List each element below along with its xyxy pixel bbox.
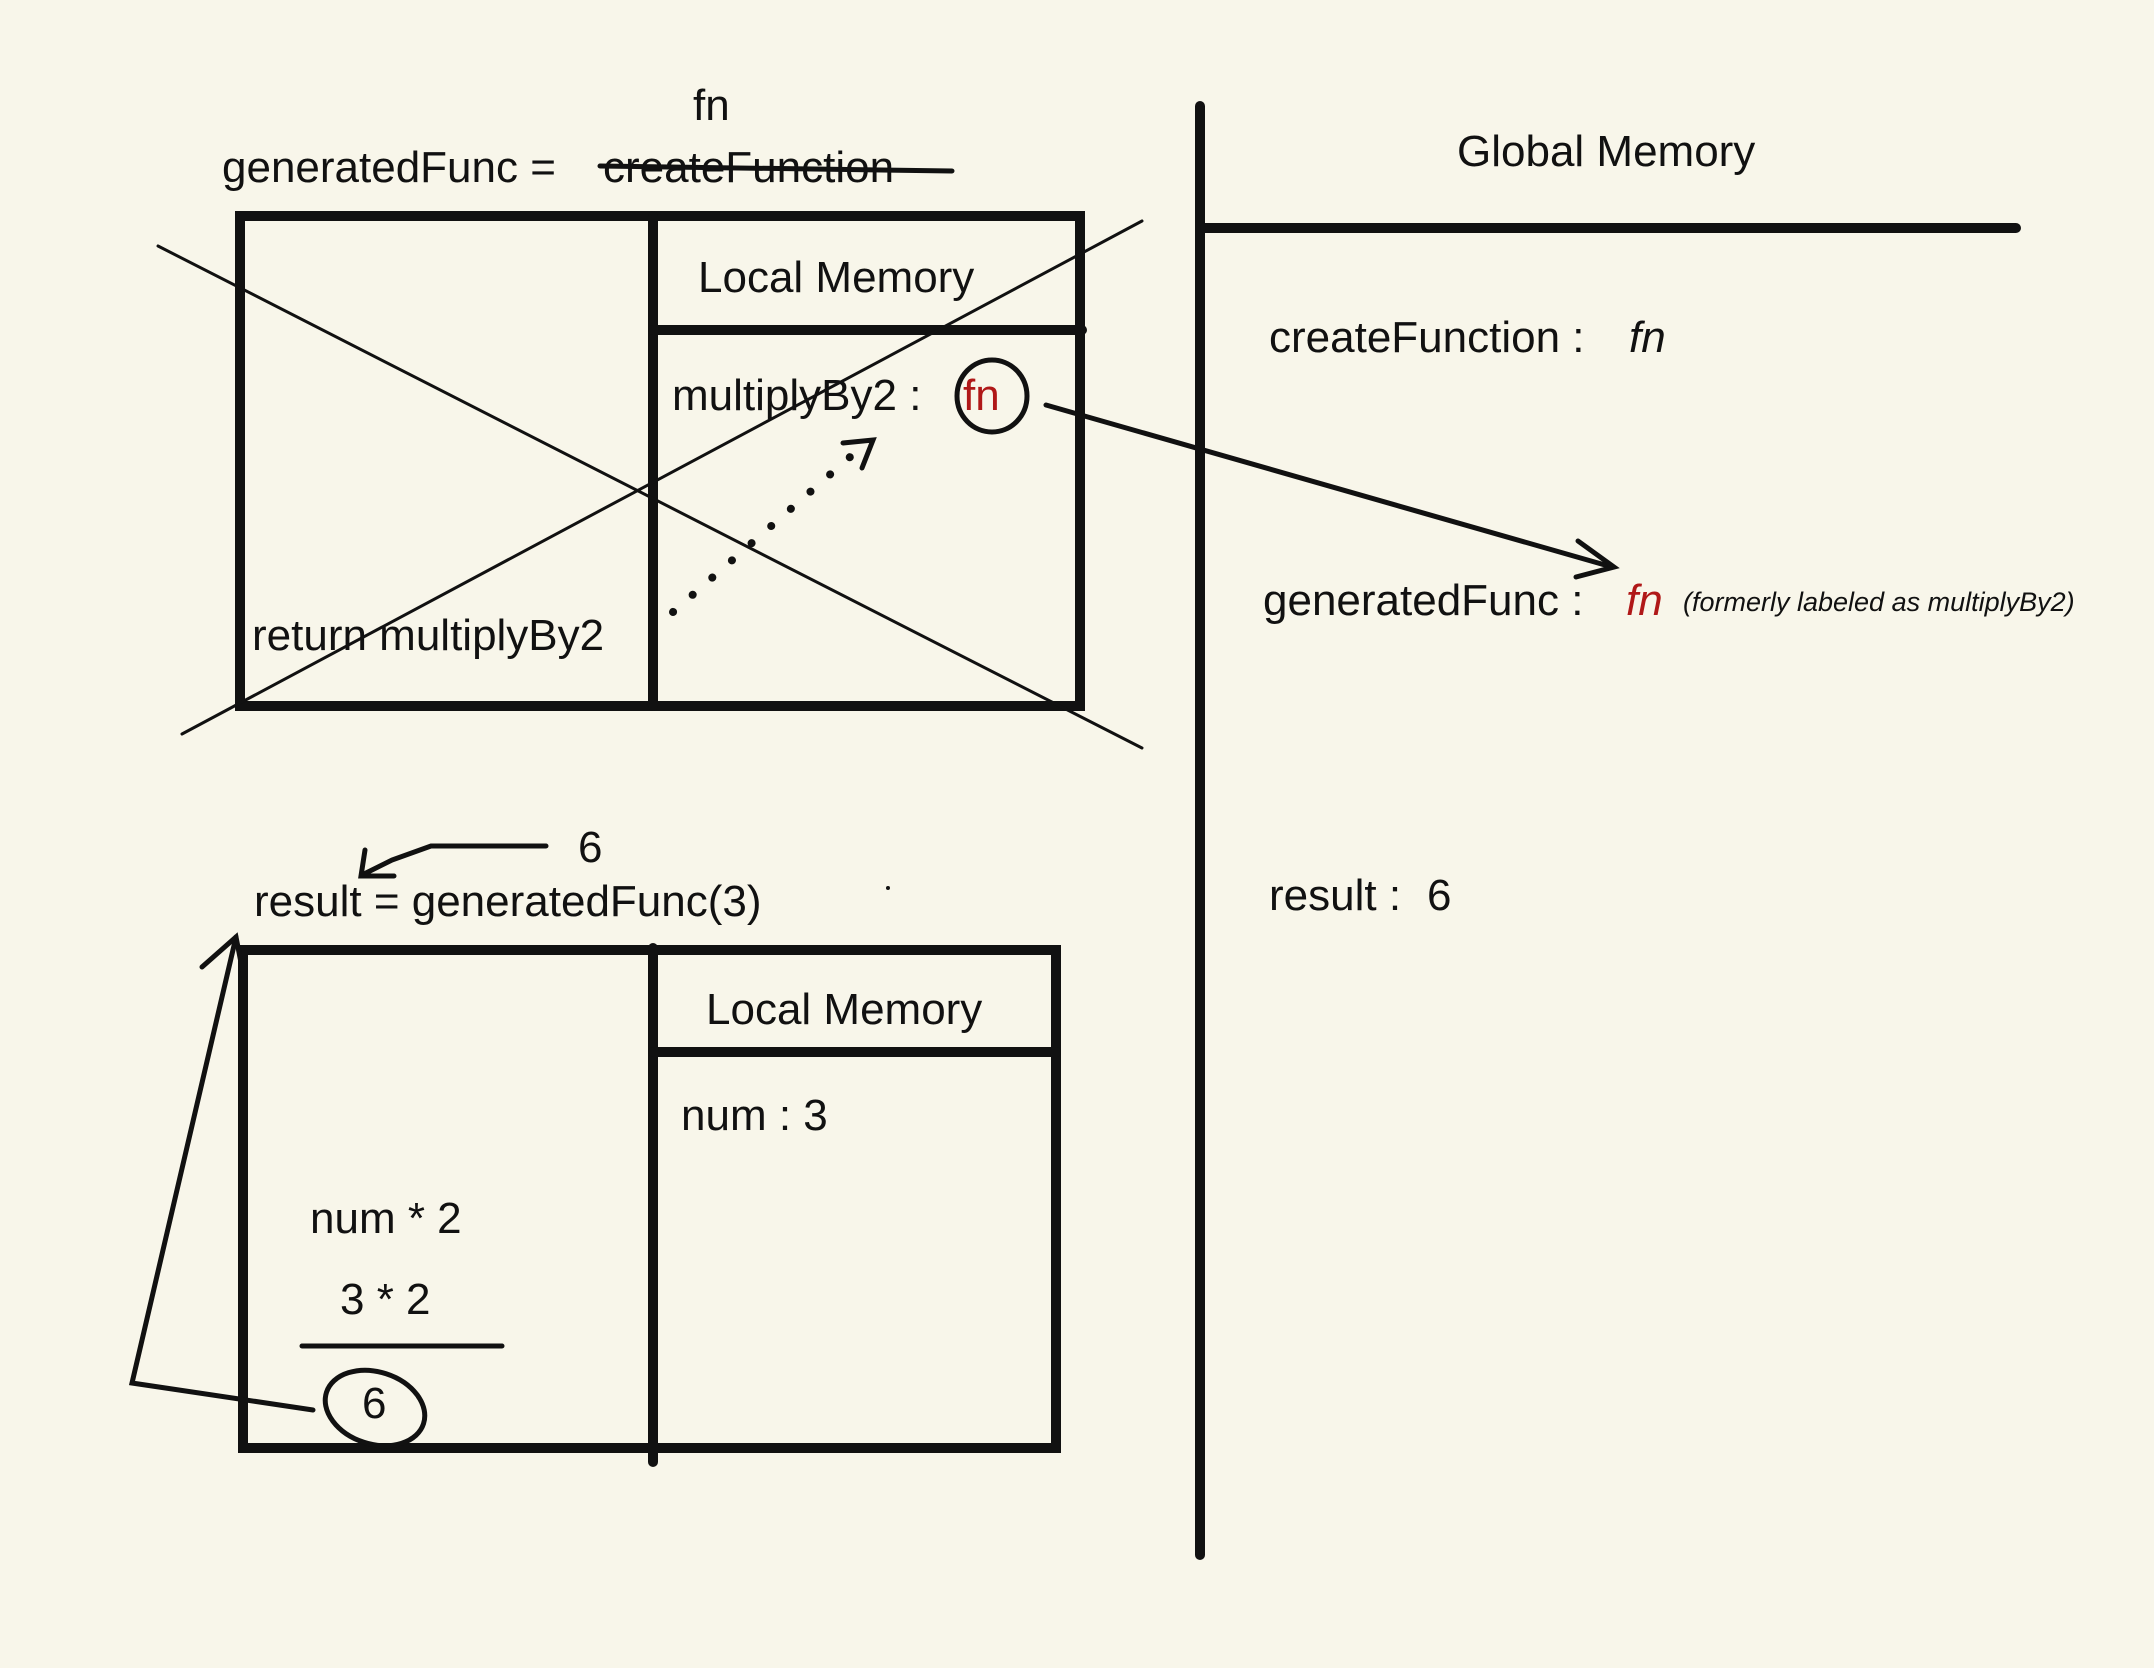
result-return-arrow-head (199, 932, 247, 981)
returned-value-label: 6 (578, 823, 602, 872)
global-entry-result-name: result : (1269, 871, 1401, 920)
global-entry-generatedfunc-name: generatedFunc : (1263, 576, 1583, 625)
global-entry-generatedfunc-value: fn (1626, 576, 1663, 625)
cross-out-line-a (156, 244, 1144, 750)
returned-value-arrow-head (358, 847, 397, 879)
evaluation-result-6: 6 (362, 1379, 386, 1428)
result-return-arrow (128, 934, 316, 1413)
global-entry-result-value: 6 (1427, 871, 1451, 920)
local-var-num: num : 3 (681, 1091, 828, 1140)
result-call-text: result = generatedFunc(3) (254, 877, 762, 926)
global-entry-generatedfunc-note: (formerly labeled as multiplyBy2) (1683, 587, 2075, 617)
replacement-fn-label: fn (693, 81, 730, 130)
global-memory-title: Global Memory (1457, 127, 1755, 176)
top-frame-box (235, 211, 1085, 711)
top-local-memory-title: Local Memory (698, 253, 974, 302)
top-execution-context: fn generatedFunc = createFunction Local … (156, 81, 1144, 750)
fn-reference-arrow (1043, 402, 1620, 580)
expression-3-times-2: 3 * 2 (340, 1275, 431, 1324)
dotted-return-arrow (669, 446, 862, 616)
fn-reference-line (1043, 402, 1615, 570)
return-multiplyby2-text: return multiplyBy2 (252, 611, 604, 660)
result-circle-marker (322, 1367, 428, 1449)
returned-value-arrow (359, 843, 549, 878)
global-memory-panel: Global Memory createFunction : fn genera… (1195, 101, 2075, 1560)
stray-dot (886, 886, 890, 890)
fn-circle-marker (954, 357, 1030, 435)
fn-reference-arrow-head (1573, 538, 1620, 580)
global-entry-createfunction-name: createFunction : (1269, 313, 1585, 362)
multiplyby2-label: multiplyBy2 : (672, 371, 921, 420)
global-entry-createfunction-value: fn (1629, 313, 1666, 362)
generated-func-assign-label: generatedFunc = (222, 143, 556, 192)
dotted-arrow-head (840, 437, 877, 471)
expression-num-times-2: num * 2 (310, 1194, 462, 1243)
bottom-execution-context: 6 result = generatedFunc(3) Local Memory… (128, 823, 1061, 1467)
cross-out-line-b (180, 219, 1144, 736)
strikethrough-line (597, 163, 955, 174)
multiplyby2-fn-value: fn (963, 371, 1000, 420)
bottom-local-memory-title: Local Memory (706, 985, 982, 1034)
